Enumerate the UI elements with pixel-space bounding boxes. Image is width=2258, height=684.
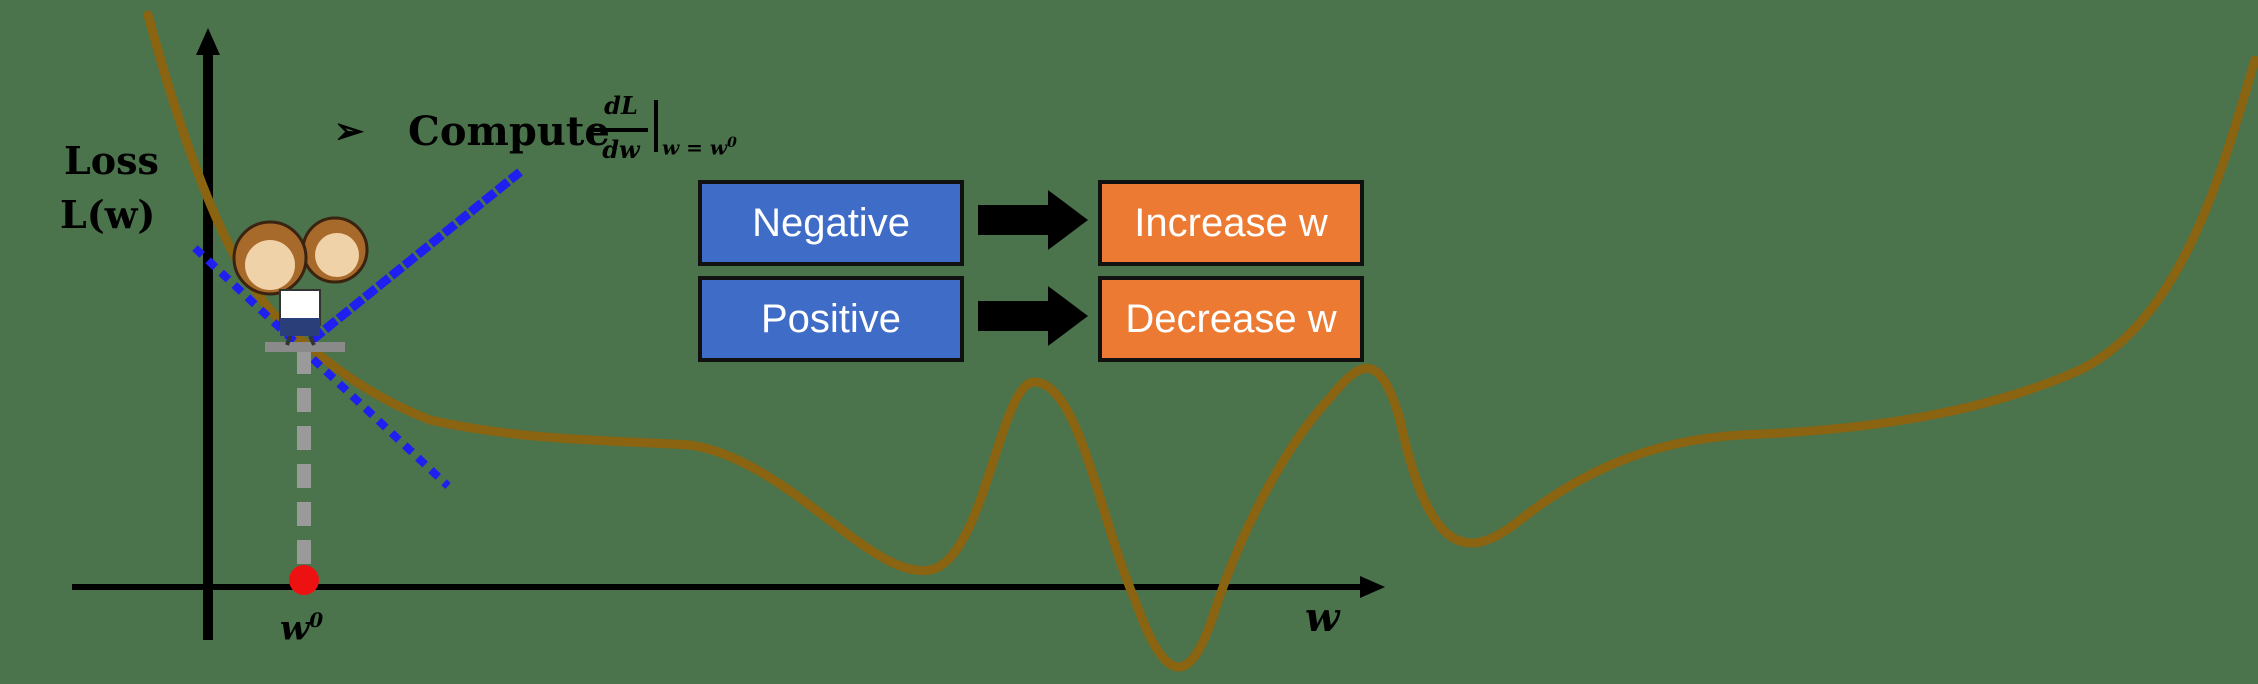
x-axis-arrowhead [1360, 576, 1385, 598]
y-axis-label-line2: L(w) [60, 192, 156, 237]
compute-eval-sub-text: w = w [662, 135, 728, 160]
w0-label-sup: 0 [309, 608, 324, 632]
x-axis-label: w [1305, 594, 1340, 641]
decrease-box: Decrease w [1098, 276, 1364, 362]
w0-label: w0 [280, 610, 323, 645]
tangent-dotted-line [192, 245, 451, 489]
increase-label: Increase w [1134, 200, 1328, 245]
compute-frac-bar [594, 128, 648, 132]
positive-label: Positive [760, 296, 902, 341]
compute-frac-den: dw [602, 135, 640, 164]
tangent-solid-line [309, 168, 523, 344]
increase-box: Increase w [1098, 180, 1364, 266]
compute-frac-num: dL [604, 91, 638, 120]
platform [265, 342, 345, 352]
compute-eval-bar [654, 100, 658, 152]
compute-eval-sup: 0 [727, 135, 737, 151]
negative-label: Negative [752, 200, 910, 245]
monkey-character [232, 216, 369, 346]
y-axis-arrowhead [196, 28, 220, 55]
w0-label-w: w [280, 608, 310, 649]
negative-box: Negative [698, 180, 964, 266]
compute-bullet: ➢ [334, 110, 365, 152]
y-axis-label-line1: Loss [64, 138, 159, 183]
positive-arrow [978, 286, 1088, 346]
positive-box: Positive [698, 276, 964, 362]
decrease-label: Decrease w [1125, 296, 1337, 341]
compute-text: Compute [408, 108, 610, 155]
compute-eval-sub: w = w0 [662, 136, 737, 158]
negative-arrow [978, 190, 1088, 250]
loss-curve [143, 10, 2258, 672]
w0-point [289, 565, 319, 595]
